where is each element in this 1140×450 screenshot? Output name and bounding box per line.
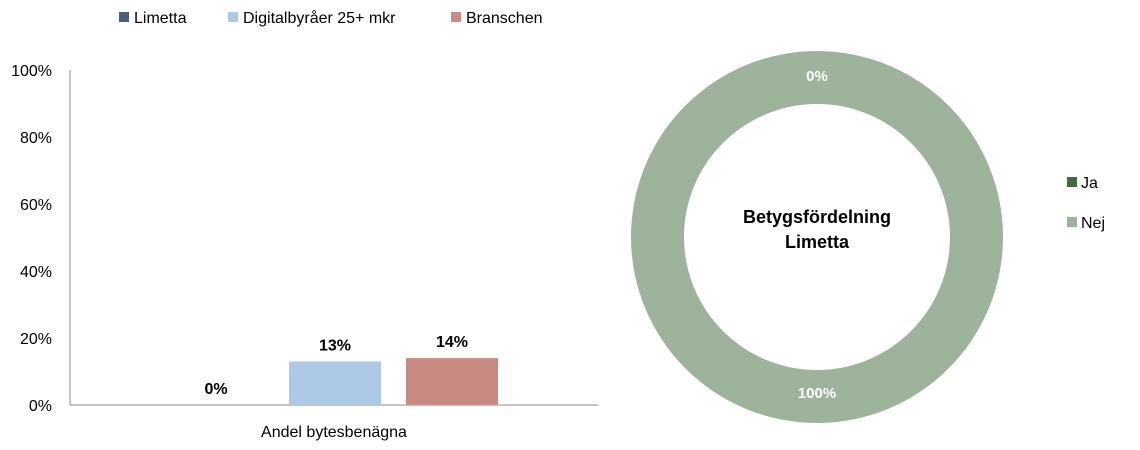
y-tick-40: 40%	[20, 264, 52, 281]
y-tick-0: 0%	[29, 398, 52, 415]
legend-swatch-branschen	[451, 12, 461, 22]
legend-label-limetta: Limetta	[134, 10, 187, 27]
bar-digitalbyraer	[289, 361, 381, 405]
legend-label-ja: Ja	[1081, 175, 1098, 192]
bar-legend: Limetta Digitalbyråer 25+ mkr Branschen	[119, 9, 543, 27]
legend-swatch-digitalbyraer	[228, 12, 238, 22]
y-tick-100: 100%	[11, 63, 52, 80]
bar-value-label-branschen: 14%	[436, 334, 468, 351]
bar-branschen	[406, 358, 498, 405]
legend-label-digitalbyraer: Digitalbyråer 25+ mkr	[243, 9, 396, 27]
legend-swatch-limetta	[119, 12, 129, 22]
bar-value-label-limetta: 0%	[204, 381, 227, 398]
x-category-label: Andel bytesbenägna	[261, 424, 407, 441]
donut-legend: Ja Nej	[1067, 175, 1105, 232]
y-tick-60: 60%	[20, 197, 52, 214]
y-ticks: 0% 20% 40% 60% 80% 100%	[11, 63, 52, 415]
legend-label-nej: Nej	[1081, 215, 1105, 232]
donut-slice-label-ja: 0%	[806, 68, 828, 85]
bar-value-label-digitalbyraer: 13%	[319, 337, 351, 354]
legend-swatch-ja	[1067, 177, 1077, 187]
bars: 0% 13% 14%	[204, 334, 498, 405]
donut-chart: Betygsfördelning Limetta 0% 100%	[631, 51, 1003, 423]
y-tick-20: 20%	[20, 331, 52, 348]
donut-center-title-line1: Betygsfördelning	[743, 207, 891, 227]
donut-center-title-line2: Limetta	[785, 232, 850, 252]
legend-label-branschen: Branschen	[466, 10, 543, 27]
legend-swatch-nej	[1067, 217, 1077, 227]
donut-slice-label-nej: 100%	[798, 385, 836, 402]
y-tick-80: 80%	[20, 130, 52, 147]
